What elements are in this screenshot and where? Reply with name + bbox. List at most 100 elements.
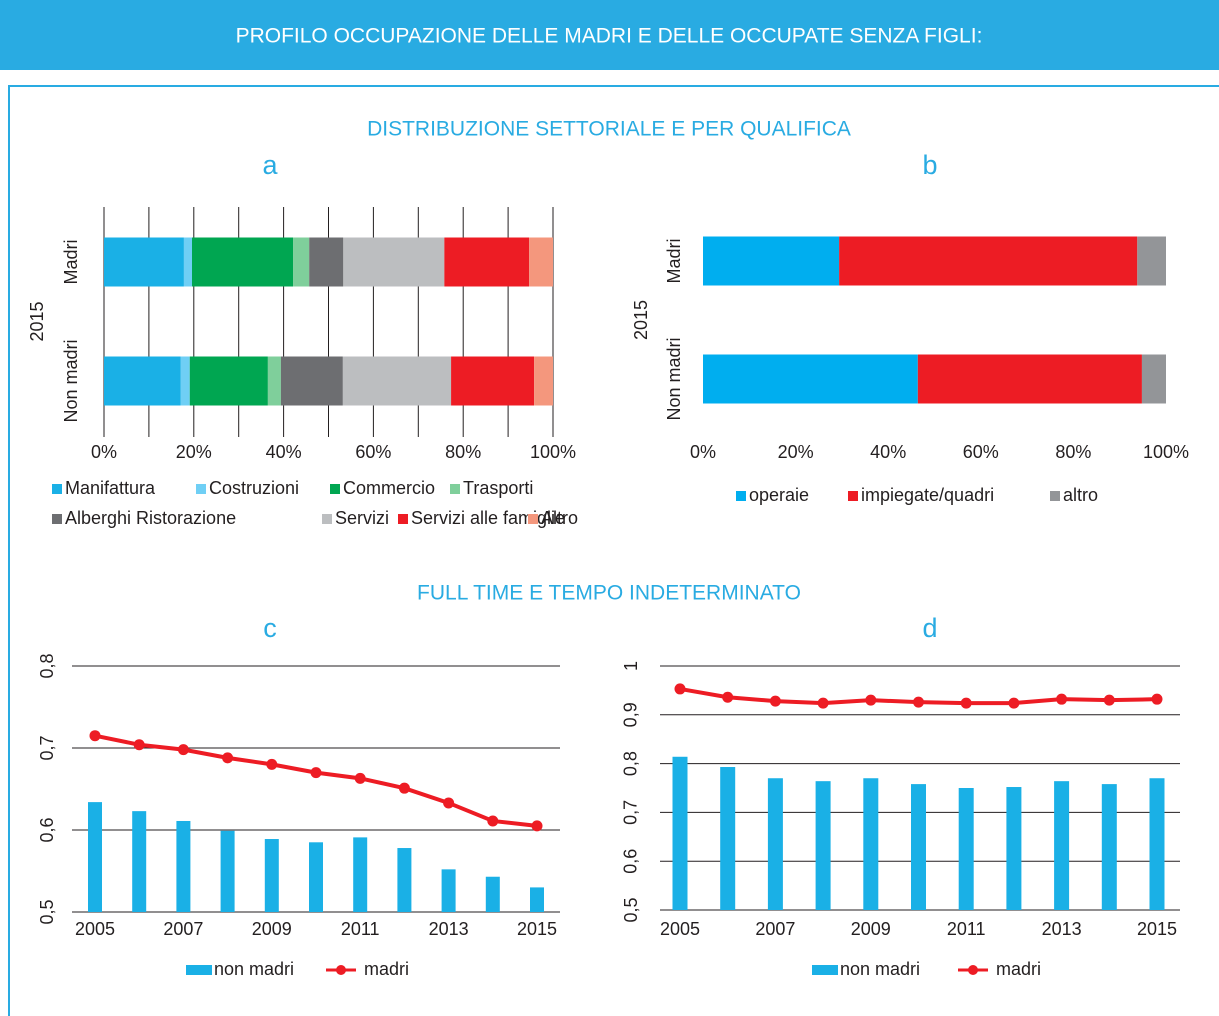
bar (88, 802, 102, 912)
bar-segment (534, 356, 553, 406)
legend-label: impiegate/quadri (861, 485, 994, 505)
bar-segment (1137, 236, 1166, 286)
bar (397, 848, 412, 912)
legend-swatch (330, 484, 340, 494)
x-tick-label: 0% (91, 442, 117, 462)
marker (1056, 693, 1068, 705)
y-tick-label: 0,5 (621, 897, 641, 922)
y-tick-label: 0,6 (621, 849, 641, 874)
marker (817, 697, 829, 709)
bar-segment (104, 237, 184, 287)
legend-label: Commercio (343, 478, 435, 498)
bar-segment (189, 356, 268, 406)
bar (911, 784, 926, 910)
bar-segment (183, 237, 193, 287)
bar (220, 830, 235, 912)
x-tick-label: 60% (355, 442, 391, 462)
x-tick-label: 0% (690, 442, 716, 462)
legend-label: Trasporti (463, 478, 533, 498)
x-tick-label: 2011 (341, 919, 380, 939)
marker (222, 752, 234, 764)
bar (1006, 787, 1022, 910)
section-title: DISTRIBUZIONE SETTORIALE E PER QUALIFICA (367, 118, 851, 141)
bar-segment (180, 356, 190, 406)
y-tick-label: 0,8 (621, 751, 641, 776)
y-tick-label: 0,6 (37, 817, 57, 842)
marker (487, 815, 499, 827)
x-tick-label: 40% (870, 442, 906, 462)
bar (1149, 778, 1165, 910)
bar-segment (267, 356, 281, 406)
chart-title: b (922, 150, 937, 180)
bar-segment (104, 356, 181, 406)
bar (530, 887, 544, 912)
marker (133, 739, 145, 751)
bar (485, 876, 500, 912)
x-tick-label: 2015 (517, 919, 557, 939)
bar (132, 811, 147, 912)
marker (443, 797, 455, 809)
marker (266, 758, 278, 770)
bar (1054, 781, 1070, 910)
bar (958, 788, 974, 910)
y-tick-label: 0,8 (37, 653, 57, 678)
legend-label: madri (364, 959, 409, 979)
marker (177, 744, 189, 756)
marker (398, 782, 410, 794)
legend-swatch (322, 514, 332, 524)
bar-segment (839, 236, 1138, 286)
legend-label: operaie (749, 485, 809, 505)
line (94, 733, 538, 828)
marker (674, 683, 686, 695)
category-label: Madri (664, 238, 684, 283)
x-tick-label: 2015 (1137, 919, 1177, 939)
bar (863, 778, 879, 910)
y-tick-label: 0,7 (621, 800, 641, 825)
legend-swatch (528, 514, 538, 524)
marker (1151, 693, 1163, 705)
bar (441, 869, 456, 912)
x-tick-label: 2011 (947, 919, 986, 939)
chart-title: d (922, 613, 937, 643)
legend-swatch (812, 965, 838, 975)
y-tick-label: 1 (621, 661, 641, 671)
x-tick-label: 2005 (660, 919, 700, 939)
legend-label: Manifattura (65, 478, 156, 498)
bar-segment (917, 354, 1142, 404)
header-title: PROFILO OCCUPAZIONE DELLE MADRI E DELLE … (236, 25, 983, 48)
bar-segment (703, 236, 840, 286)
bar (309, 842, 323, 912)
legend-label: Servizi (335, 508, 389, 528)
marker (531, 820, 543, 832)
y-tick-label: 0,5 (37, 899, 57, 924)
legend-label: Servizi alle famiglie (411, 508, 565, 528)
bar (767, 778, 783, 910)
bar-segment (529, 237, 553, 287)
marker (769, 695, 781, 707)
x-tick-label: 2005 (75, 919, 115, 939)
category-label: Non madri (664, 337, 684, 420)
marker (1008, 697, 1020, 709)
y-tick-label: 0,7 (37, 735, 57, 760)
x-tick-label: 2009 (851, 919, 891, 939)
legend-label: non madri (214, 959, 294, 979)
y-tick-label: 0,9 (621, 702, 641, 727)
legend-label: altro (1063, 485, 1098, 505)
legend-swatch (736, 491, 746, 501)
x-tick-label: 20% (778, 442, 814, 462)
bar (353, 837, 368, 912)
legend-swatch (52, 484, 62, 494)
marker (913, 696, 924, 708)
legend-label: Alberghi Ristorazione (65, 508, 236, 528)
header-band (0, 0, 1219, 70)
legend-marker (968, 965, 978, 975)
marker (310, 767, 322, 779)
marker (89, 730, 101, 742)
bar (720, 767, 736, 910)
legend-swatch (196, 484, 206, 494)
bar (1101, 784, 1117, 910)
legend-label: madri (996, 959, 1041, 979)
group-label: 2015 (631, 300, 651, 340)
